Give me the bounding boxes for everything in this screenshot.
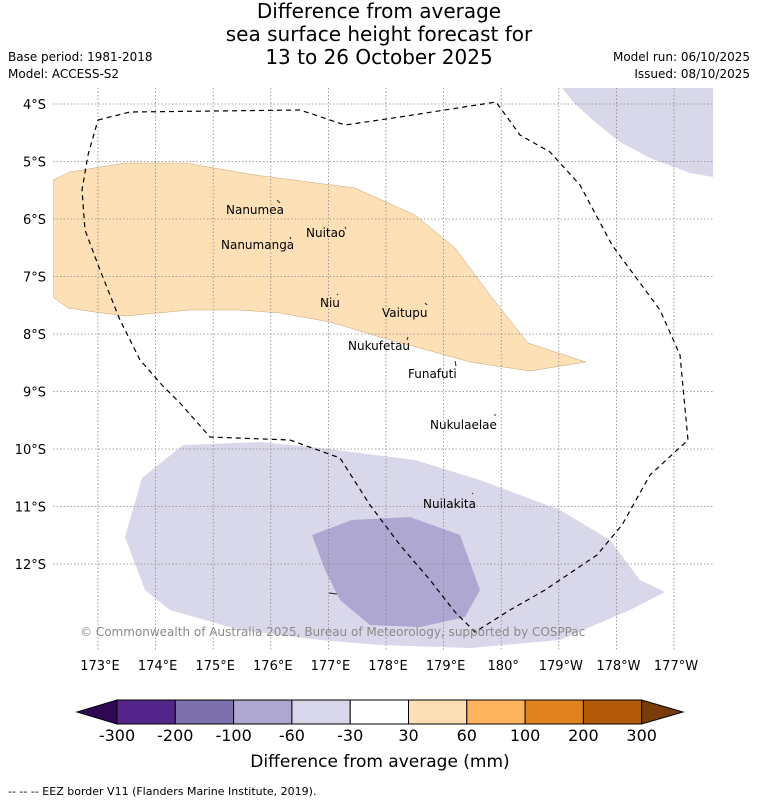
colorbar-tick: -200 <box>157 726 193 745</box>
model-name: Model: ACCESS-S2 <box>8 67 120 81</box>
island-mark-nanumea <box>276 199 281 204</box>
island-label-vaitupu: Vaitupu <box>382 306 428 320</box>
island-label-nanumanga: Nanumanga <box>221 238 294 252</box>
lon-label: 175°E <box>195 659 235 674</box>
lon-label: 174°E <box>138 659 178 674</box>
anomaly-region-positive <box>53 162 587 372</box>
colorbar-bin <box>408 699 468 725</box>
title-line-1: Difference from average <box>256 0 502 23</box>
lon-label: 179°E <box>426 659 466 674</box>
colorbar-tick: 300 <box>626 726 657 745</box>
colorbar-bin <box>466 699 526 725</box>
island-mark-funafuti <box>454 360 457 367</box>
base-period: Base period: 1981-2018 <box>8 50 153 64</box>
island-mark-nanumanga <box>289 236 292 240</box>
island-mark-vaitupu <box>424 302 428 306</box>
colorbar-tick-labels: -300 -200 -100 -60 -30 30 60 100 200 300 <box>99 726 657 745</box>
anomaly-region-negative-ne <box>562 88 713 177</box>
colorbar-title: Difference from average (mm) <box>250 752 509 772</box>
lat-label: 9°S <box>23 386 46 401</box>
colorbar-tick: 60 <box>457 726 477 745</box>
lon-label: 177°E <box>311 659 351 674</box>
island-mark-reef <box>328 592 338 595</box>
colorbar-bin <box>116 699 176 725</box>
meta-left: Base period: 1981-2018 Model: ACCESS-S2 <box>8 49 153 83</box>
colorbar-bin <box>349 699 410 725</box>
island-mark-nukufetau <box>406 336 409 341</box>
colorbar-tick: -60 <box>279 726 305 745</box>
lon-label: 177°W <box>654 659 698 674</box>
colorbar-bin <box>291 699 351 725</box>
colorbar <box>75 699 685 725</box>
lon-label: 179°W <box>539 659 583 674</box>
lon-label: 178°E <box>368 659 408 674</box>
island-label-niu: Niu <box>320 296 340 310</box>
longitude-labels: 173°E 174°E 175°E 176°E 177°E 178°E 179°E 180° 1… <box>80 659 698 674</box>
island-mark-nuitao <box>344 226 347 230</box>
issued-date: Issued: 08/10/2025 <box>634 67 750 81</box>
island-mark-niu <box>336 293 339 296</box>
anomaly-fields <box>53 88 713 648</box>
meta-right: Model run: 06/10/2025 Issued: 08/10/2025 <box>613 49 750 83</box>
island-label-funafuti: Funafuti <box>408 367 457 381</box>
island-label-nuilakita: Nuilakita <box>423 497 476 511</box>
island-label-nukufetau: Nukufetau <box>348 339 410 353</box>
model-run: Model run: 06/10/2025 <box>612 50 750 64</box>
lat-label: 6°S <box>23 213 46 228</box>
island-label-nukulaelae: Nukulaelae <box>430 418 497 432</box>
colorbar-tick: 100 <box>510 726 541 745</box>
colorbar-bin <box>233 699 293 725</box>
lat-label: 7°S <box>23 271 46 286</box>
lon-label: 180° <box>488 659 519 674</box>
colorbar-extend-high <box>641 699 685 725</box>
lat-label: 12°S <box>15 558 46 573</box>
island-label-nanumea: Nanumea <box>226 203 284 217</box>
colorbar-tick: -300 <box>99 726 135 745</box>
lon-label: 176°E <box>253 659 293 674</box>
lat-label: 10°S <box>15 443 46 458</box>
colorbar-bin <box>582 699 643 725</box>
lat-label: 5°S <box>23 156 46 171</box>
island-label-nuitao: Nuitao <box>306 226 345 240</box>
colorbar-tick: -30 <box>337 726 363 745</box>
colorbar-tick: -100 <box>215 726 251 745</box>
colorbar-extend-low <box>75 699 118 725</box>
lon-label: 173°E <box>80 659 120 674</box>
title-line-3: 13 to 26 October 2025 <box>265 45 493 69</box>
colorbar-tick: 30 <box>398 726 418 745</box>
map-title: Difference from average sea surface heig… <box>0 0 758 69</box>
eez-border <box>81 101 689 633</box>
island-mark-nuilakita <box>471 492 474 495</box>
latitude-labels: 4°S 5°S 6°S 7°S 8°S 9°S 10°S 11°S 12°S <box>15 98 46 573</box>
anomaly-region-negative-core <box>312 517 480 627</box>
eez-legend: -- -- -- EEZ border V11 (Flanders Marine… <box>8 785 317 798</box>
colorbar-bin <box>174 699 235 725</box>
lon-label: 178°W <box>596 659 640 674</box>
lat-label: 11°S <box>15 501 46 516</box>
lat-label: 4°S <box>23 98 46 113</box>
lat-label: 8°S <box>23 328 46 343</box>
title-line-2: sea surface height forecast for <box>225 22 533 46</box>
colorbar-bin <box>524 699 584 725</box>
copyright-notice: © Commonwealth of Australia 2025, Bureau… <box>80 625 585 639</box>
island-markers <box>276 199 496 595</box>
colorbar-tick: 200 <box>568 726 599 745</box>
gridlines <box>53 88 713 651</box>
